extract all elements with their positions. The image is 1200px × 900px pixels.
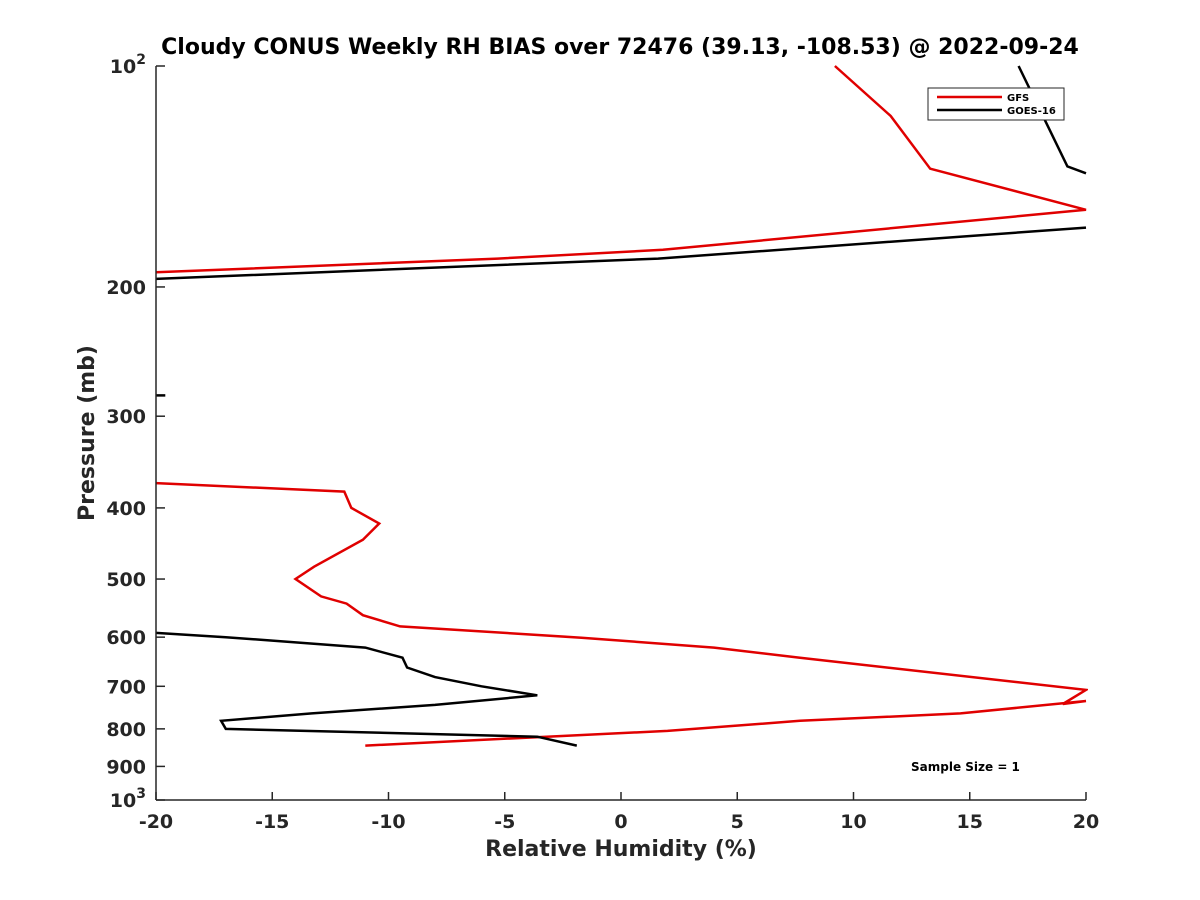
x-tick-label: 10 xyxy=(840,811,866,833)
x-tick-label: 20 xyxy=(1073,811,1099,833)
x-tick-label: -10 xyxy=(371,811,405,833)
y-tick-label: 900 xyxy=(106,756,146,778)
legend-label-goes16: GOES-16 xyxy=(1007,106,1056,117)
y-tick-label: 400 xyxy=(106,498,146,520)
y-tick-label: 300 xyxy=(106,406,146,428)
y-tick-label: 200 xyxy=(106,277,146,299)
series-line-goes16-3 xyxy=(156,631,578,747)
y-tick-label: 600 xyxy=(106,627,146,649)
y-tick-label: 500 xyxy=(106,569,146,591)
y-tick-label: 103 xyxy=(110,786,146,812)
y-tick-label: 700 xyxy=(106,676,146,698)
axes xyxy=(155,66,1086,801)
y-tick-exponent: 3 xyxy=(136,786,146,802)
series-line-gfs-0 xyxy=(156,65,1087,274)
x-tick-label: -5 xyxy=(494,811,515,833)
y-axis-label: Pressure (mb) xyxy=(75,345,100,521)
legend-box xyxy=(927,87,1065,121)
sample-size-annotation: Sample Size = 1 xyxy=(911,760,1020,774)
y-tick-base: 10 xyxy=(110,56,136,78)
x-ticks: -20 -15 -10 -5 0 5 10 15 20 xyxy=(139,792,1099,833)
x-tick-label: -20 xyxy=(139,811,173,833)
x-axis-label: Relative Humidity (%) xyxy=(485,837,757,862)
y-tick-base: 10 xyxy=(110,790,136,812)
legend: GFS GOES-16 xyxy=(927,87,1065,121)
series-line-gfs-1 xyxy=(156,481,1088,747)
y-tick-label: 102 xyxy=(110,52,146,78)
y-tick-label: 800 xyxy=(106,719,146,741)
legend-label-gfs: GFS xyxy=(1007,93,1029,104)
chart-title: Cloudy CONUS Weekly RH BIAS over 72476 (… xyxy=(161,35,1079,60)
x-tick-label: 0 xyxy=(614,811,627,833)
y-tick-exponent: 2 xyxy=(136,52,146,68)
plot-area xyxy=(156,65,1088,747)
series-line-goes16-1 xyxy=(156,226,1087,281)
x-tick-label: 5 xyxy=(731,811,744,833)
x-tick-label: 15 xyxy=(957,811,983,833)
x-tick-label: -15 xyxy=(255,811,289,833)
